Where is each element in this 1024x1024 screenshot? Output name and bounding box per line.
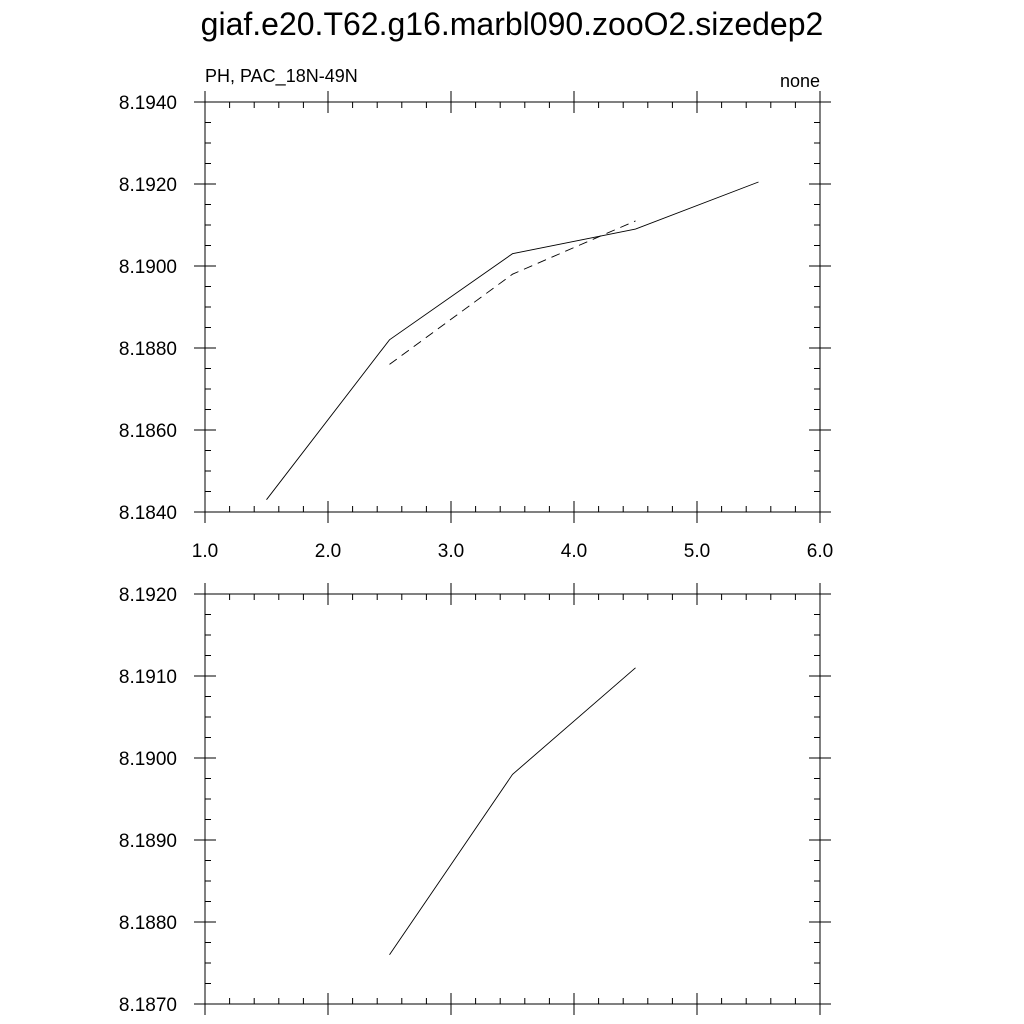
- y-tick-label: 8.1880: [119, 913, 177, 934]
- x-tick-label: 5.0: [684, 541, 710, 562]
- panel-right-label: none: [780, 71, 820, 91]
- x-tick-label: 4.0: [561, 541, 587, 562]
- y-tick-label: 8.1880: [119, 339, 177, 360]
- y-tick-label: 8.1900: [119, 749, 177, 770]
- y-tick-label: 8.1890: [119, 831, 177, 852]
- x-tick-label: 1.0: [192, 541, 218, 562]
- y-tick-label: 8.1840: [119, 503, 177, 524]
- series-line-1-solid: [389, 667, 636, 956]
- x-tick-label: 2.0: [315, 541, 341, 562]
- y-tick-label: 8.1910: [119, 667, 177, 688]
- y-tick-label: 8.1860: [119, 421, 177, 442]
- figure-title: giaf.e20.T62.g16.marbl090.zooO2.sizedep2: [200, 6, 824, 42]
- y-tick-label: 8.1920: [119, 585, 177, 606]
- plot-frame: [204, 101, 821, 513]
- chart-panel-2: 8.1870 8.1880 8.1890 8.1900 8.1910 8.1920: [119, 583, 831, 1016]
- x-tick-label: 6.0: [807, 541, 833, 562]
- series-line-1-solid: [266, 181, 759, 500]
- x-tick-label: 3.0: [438, 541, 464, 562]
- y-tick-label: 8.1920: [119, 175, 177, 196]
- series-line-2-dashed: [389, 220, 636, 365]
- y-tick-label: 8.1900: [119, 257, 177, 278]
- panel-left-label: PH, PAC_18N-49N: [205, 66, 358, 87]
- y-tick-label: 8.1870: [119, 995, 177, 1016]
- plot-frame: [204, 593, 821, 1005]
- chart-panel-1: 1.0 2.0 3.0 4.0 5.0 6.0 8.1840 8.1860 8.1880 8.19…: [119, 66, 833, 562]
- y-tick-label: 8.1940: [119, 93, 177, 114]
